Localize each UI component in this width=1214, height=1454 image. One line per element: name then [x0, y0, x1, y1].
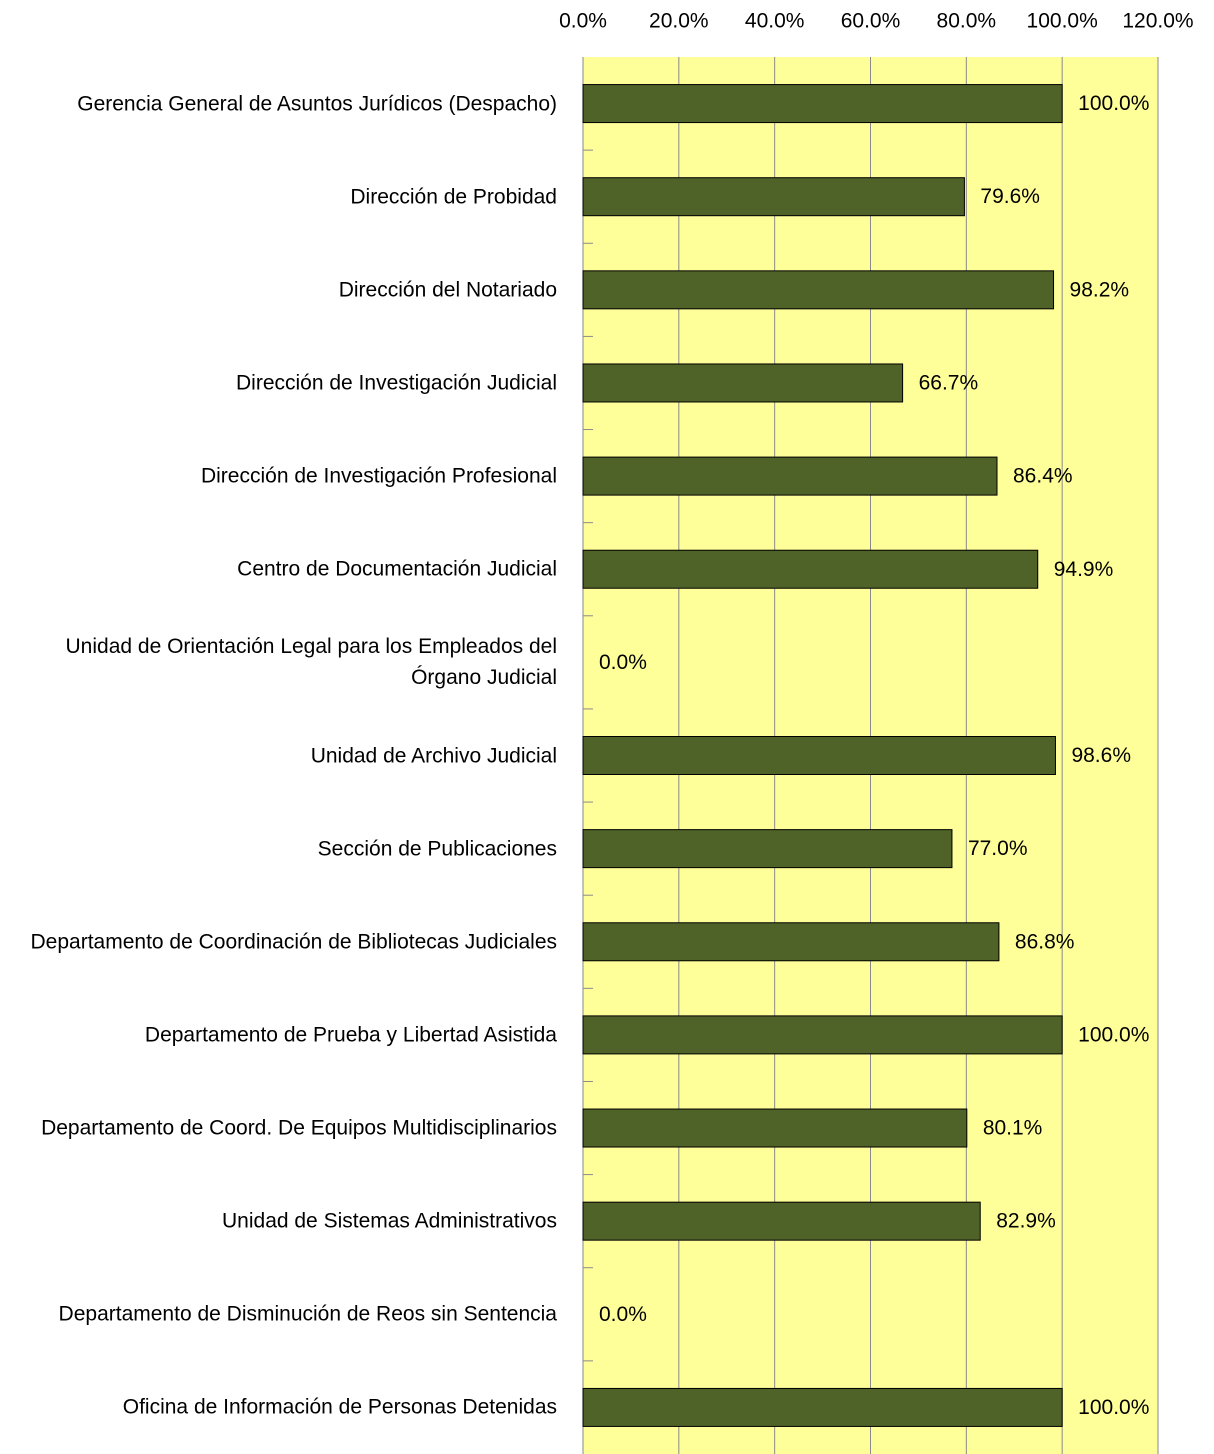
bar — [582, 1387, 1063, 1427]
data-label: 80.1% — [983, 1117, 1043, 1140]
data-label: 86.8% — [1015, 930, 1075, 953]
data-label: 77.0% — [968, 837, 1028, 860]
bar — [582, 736, 1056, 775]
y-tick-label: Unidad de Archivo Judicial — [310, 744, 557, 767]
y-tick-label: Dirección de Investigación Judicial — [236, 371, 557, 395]
data-label: 100.0% — [1078, 92, 1149, 115]
y-tick-label: Unidad de Orientación Legal para los Emp… — [65, 635, 557, 690]
data-label: 98.6% — [1071, 744, 1131, 767]
y-tick-label: Gerencia General de Asuntos Jurídicos (D… — [77, 92, 557, 116]
data-label: 94.9% — [1054, 558, 1114, 581]
y-tick-label: Unidad de Sistemas Administrativos — [222, 1209, 557, 1233]
x-tick-label: 100.0% — [1027, 10, 1098, 33]
data-label: 100.0% — [1078, 1396, 1149, 1419]
data-label: 79.6% — [980, 185, 1040, 208]
bar — [582, 829, 953, 869]
bar — [582, 1108, 968, 1148]
y-tick-label: Departamento de Coordinación de Bibliote… — [30, 930, 557, 954]
bar — [582, 363, 904, 403]
y-tick-label: Sección de Publicaciones — [317, 837, 557, 861]
bar — [582, 84, 1063, 124]
x-tick-label: 40.0% — [745, 10, 805, 33]
y-tick-label: Dirección de Investigación Profesional — [200, 464, 557, 488]
y-tick-label: Oficina de Información de Personas Deten… — [122, 1395, 557, 1419]
bar — [582, 922, 1000, 962]
x-tick-label: 120.0% — [1122, 10, 1193, 33]
data-label: 66.7% — [919, 372, 979, 395]
x-tick-label: 60.0% — [841, 10, 901, 33]
data-label: 82.9% — [996, 1210, 1056, 1233]
bar — [582, 177, 965, 217]
bar — [582, 549, 1039, 589]
bar — [582, 270, 1055, 310]
y-tick-label: Dirección de Probidad — [350, 185, 557, 209]
bar — [582, 1201, 981, 1241]
bar — [582, 456, 998, 496]
bar — [582, 1015, 1063, 1055]
y-tick-label: Centro de Documentación Judicial — [237, 557, 557, 581]
data-label: 86.4% — [1013, 465, 1073, 488]
x-tick-label: 0.0% — [559, 10, 607, 33]
x-tick-label: 80.0% — [937, 10, 997, 33]
y-tick-label: Departamento de Coord. De Equipos Multid… — [41, 1116, 557, 1140]
x-tick-label: 20.0% — [649, 10, 709, 33]
y-tick-label: Dirección del Notariado — [338, 278, 557, 302]
data-label: 100.0% — [1078, 1023, 1149, 1046]
data-label: 0.0% — [599, 651, 647, 674]
data-label: 98.2% — [1070, 278, 1130, 301]
y-tick-label: Departamento de Prueba y Libertad Asisti… — [144, 1023, 557, 1047]
y-tick-label: Departamento de Disminución de Reos sin … — [58, 1302, 557, 1326]
data-label: 0.0% — [599, 1303, 647, 1326]
